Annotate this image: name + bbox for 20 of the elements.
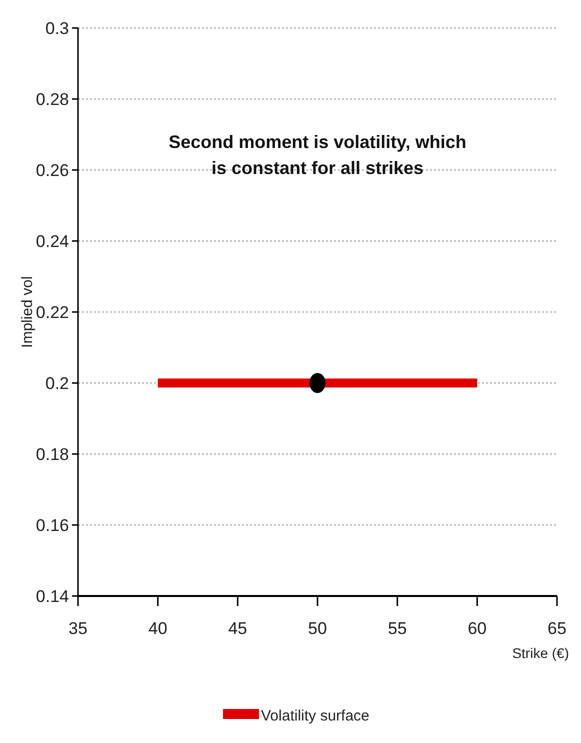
y-axis-title: Implied vol (19, 276, 36, 348)
annotation: Second moment is volatility, which is constant for all strikes (168, 132, 466, 178)
y-tick-label: 0.18 (36, 444, 69, 464)
y-tick-label: 0.16 (36, 516, 69, 535)
legend-label: Volatility surface (261, 707, 370, 724)
y-tick-label: 0.22 (36, 302, 69, 322)
y-tick-label: 0.3 (45, 18, 69, 38)
y-tick-label: 0.26 (36, 160, 69, 180)
y-tick-label: 0.24 (36, 232, 69, 251)
x-tick-label: 55 (388, 619, 407, 638)
x-tick-label: 40 (148, 619, 168, 638)
y-tick-label: 0.2 (45, 374, 69, 393)
x-tick-label: 60 (468, 619, 487, 638)
y-tick-label: 0.28 (36, 90, 69, 109)
y-tick-label: 0.14 (36, 586, 69, 606)
x-axis-title: Strike (€) (512, 645, 569, 661)
x-tick-label: 35 (68, 619, 88, 638)
x-tick-label: 45 (228, 619, 248, 638)
x-tick-label: 50 (308, 619, 327, 638)
x-tick-label: 65 (548, 619, 566, 638)
